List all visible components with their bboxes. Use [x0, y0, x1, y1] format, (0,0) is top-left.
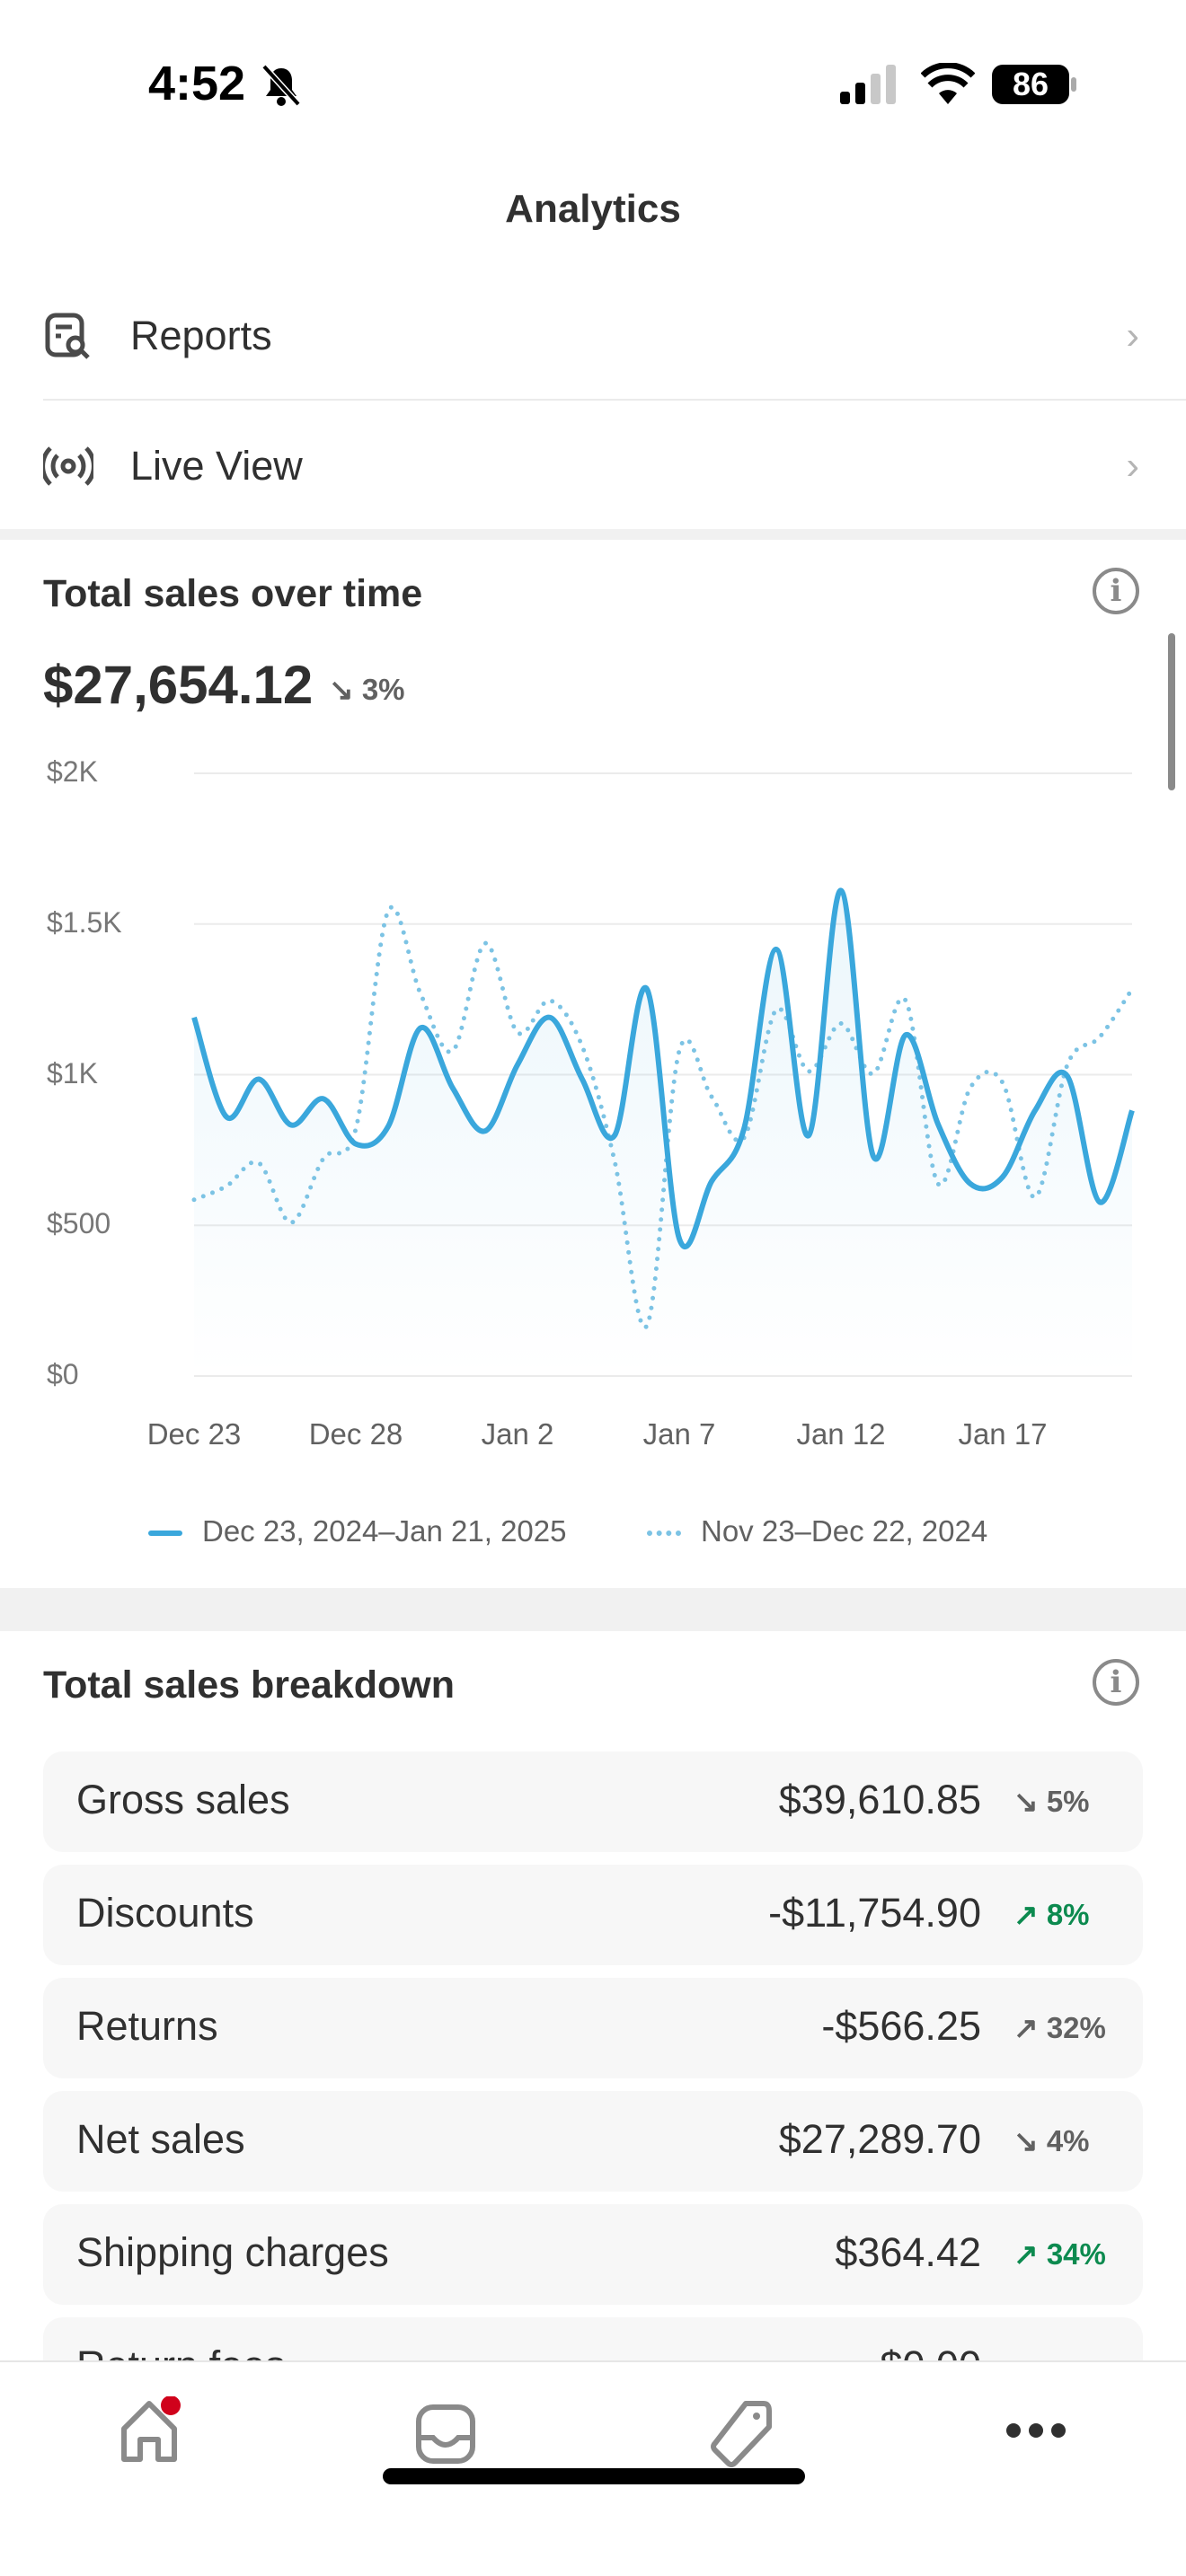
signal-icon	[840, 65, 896, 104]
total-sales-change: ↘ 3%	[329, 672, 405, 707]
report-search-icon	[45, 313, 90, 359]
legend-previous: Nov 23–Dec 22, 2024	[647, 1514, 987, 1548]
y-tick-label: $1K	[47, 1056, 98, 1090]
arrow-down-right-icon: ↘	[1013, 1785, 1039, 1818]
info-icon[interactable]: i	[1093, 1659, 1139, 1706]
home-indicator	[383, 2468, 805, 2484]
reports-row[interactable]: Reports ›	[0, 273, 1186, 399]
y-tick-label: $0	[47, 1358, 79, 1390]
breakdown-value: $39,610.85	[778, 1777, 981, 1822]
breakdown-change: ↗ 34%	[1013, 2236, 1106, 2272]
status-time: 4:52	[148, 57, 246, 110]
battery-cap	[1071, 77, 1076, 92]
live-broadcast-icon	[43, 446, 93, 486]
change-value: 32%	[1046, 2011, 1106, 2044]
info-icon[interactable]: i	[1093, 568, 1139, 614]
arrow-up-right-icon: ↗	[1013, 1898, 1039, 1931]
legend-solid-swatch	[148, 1531, 182, 1537]
section-divider	[0, 1588, 1186, 1631]
x-tick-label: Dec 28	[308, 1417, 403, 1451]
divider	[43, 399, 1186, 401]
breakdown-title: Total sales breakdown	[43, 1663, 456, 1707]
legend-previous-label: Nov 23–Dec 22, 2024	[701, 1514, 988, 1548]
breakdown-label: Gross sales	[76, 1777, 290, 1822]
scrollbar[interactable]	[1168, 633, 1175, 790]
total-sales-value: $27,654.12	[43, 655, 314, 715]
reports-label: Reports	[130, 313, 272, 358]
x-tick-label: Dec 23	[146, 1417, 242, 1451]
breakdown-label: Shipping charges	[76, 2229, 389, 2275]
x-tick-label: Jan 2	[481, 1417, 554, 1451]
x-tick-label: Jan 7	[642, 1417, 716, 1451]
change-value: 3%	[361, 673, 405, 706]
change-value: 34%	[1046, 2237, 1106, 2271]
section-divider	[0, 529, 1186, 540]
breakdown-label: Discounts	[76, 1890, 254, 1936]
breakdown-row[interactable]: Net sales $27,289.70 ↘ 4%	[43, 2091, 1143, 2192]
page-title: Analytics	[505, 187, 681, 231]
breakdown-row[interactable]: Gross sales $39,610.85 ↘ 5%	[43, 1751, 1143, 1852]
arrow-down-right-icon: ↘	[329, 673, 354, 706]
breakdown-row[interactable]: Discounts -$11,754.90 ↗ 8%	[43, 1865, 1143, 1965]
breakdown-change: ↗ 32%	[1013, 2010, 1106, 2045]
sales-chart	[191, 772, 1135, 1377]
live-view-row[interactable]: Live View ›	[0, 403, 1186, 529]
chevron-right-icon: ›	[1126, 444, 1139, 488]
x-tick-label: Jan 12	[796, 1417, 886, 1451]
legend-current-label: Dec 23, 2024–Jan 21, 2025	[202, 1514, 567, 1548]
sales-over-time-title: Total sales over time	[43, 572, 423, 615]
live-view-label: Live View	[130, 443, 303, 489]
legend-dotted-swatch	[647, 1531, 681, 1537]
y-tick-label: $2K	[47, 755, 98, 788]
breakdown-label: Net sales	[76, 2116, 245, 2162]
previous-series-line	[191, 904, 1135, 1330]
current-series-line	[191, 887, 1135, 1250]
more-icon[interactable]	[1005, 2420, 1067, 2441]
breakdown-row[interactable]: Shipping charges $364.42 ↗ 34%	[43, 2204, 1143, 2305]
breakdown-change: ↗ 8%	[1013, 1897, 1090, 1932]
breakdown-label: Returns	[76, 2003, 218, 2049]
arrow-down-right-icon: ↘	[1013, 2124, 1039, 2157]
wifi-icon	[921, 63, 975, 104]
change-value: 4%	[1046, 2124, 1090, 2157]
y-tick-label: $1.5K	[47, 905, 122, 939]
battery-level: 86	[1012, 66, 1049, 102]
x-tick-label: Jan 17	[958, 1417, 1048, 1451]
home-icon[interactable]	[117, 2396, 189, 2468]
breakdown-value: $364.42	[835, 2229, 981, 2275]
change-value: 5%	[1046, 1785, 1090, 1818]
chevron-right-icon: ›	[1126, 313, 1139, 357]
arrow-up-right-icon: ↗	[1013, 2237, 1039, 2271]
tag-icon[interactable]	[710, 2400, 773, 2468]
inbox-icon[interactable]	[415, 2404, 478, 2466]
breakdown-value: $27,289.70	[778, 2116, 981, 2162]
legend-current: Dec 23, 2024–Jan 21, 2025	[148, 1514, 567, 1548]
breakdown-change: ↘ 4%	[1013, 2123, 1090, 2158]
breakdown-value: -$11,754.90	[768, 1890, 981, 1936]
breakdown-value: -$566.25	[821, 2003, 981, 2049]
notification-badge	[161, 2396, 181, 2415]
arrow-up-right-icon: ↗	[1013, 2011, 1039, 2044]
change-value: 8%	[1046, 1898, 1090, 1931]
breakdown-row[interactable]: Returns -$566.25 ↗ 32%	[43, 1978, 1143, 2078]
bell-slash-icon	[261, 64, 301, 107]
breakdown-change: ↘ 5%	[1013, 1784, 1090, 1819]
y-tick-label: $500	[47, 1207, 111, 1240]
battery-icon: 86	[992, 65, 1069, 104]
